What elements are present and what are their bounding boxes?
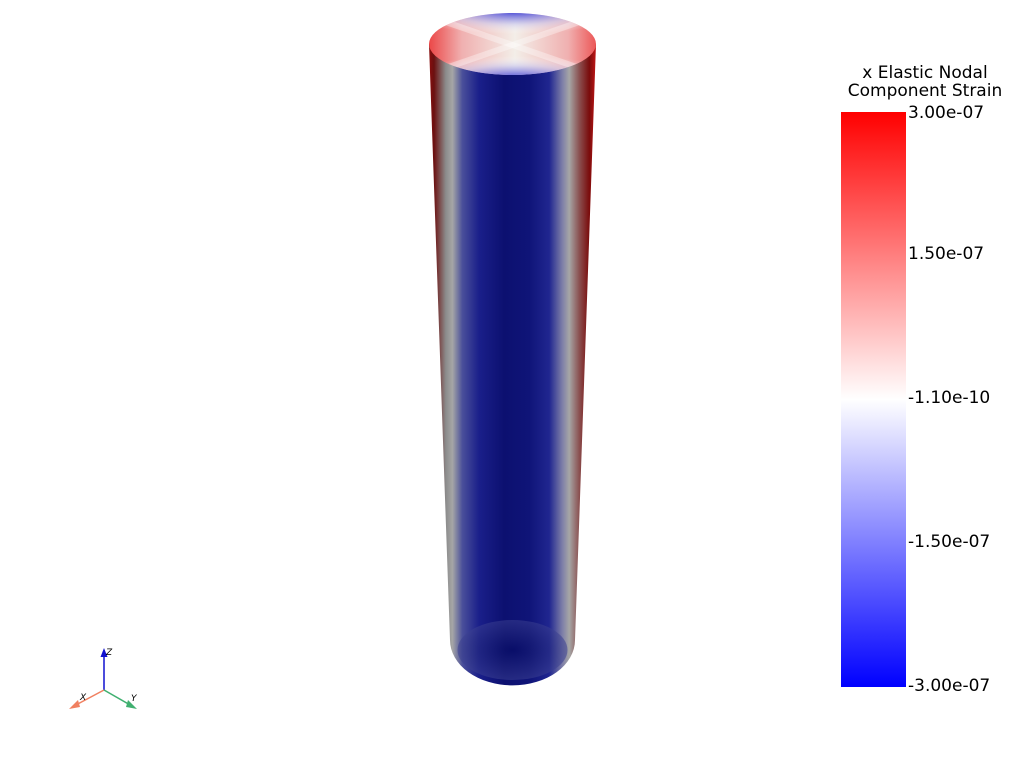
cylinder-side (429, 44, 596, 686)
orientation-axes[interactable]: Z X Y (69, 648, 138, 709)
scalar-bar-title: x Elastic Nodal Component Strain (830, 64, 1020, 100)
cylinder-bottom-shade (457, 620, 568, 680)
scalar-bar-title-line1: x Elastic Nodal (862, 63, 988, 83)
scalar-bar-tick-upper: 1.50e-07 (908, 244, 985, 264)
x-axis-arrow-icon (69, 700, 80, 709)
scalar-bar-tick-max: 3.00e-07 (908, 103, 985, 123)
y-axis-arrow-icon (126, 700, 137, 709)
scalar-bar-tick-min: -3.00e-07 (908, 676, 991, 696)
z-axis-arrow-icon (100, 648, 108, 657)
scalar-bar-tick-lower: -1.50e-07 (908, 532, 991, 552)
scalar-bar-gradient (841, 112, 906, 687)
z-axis-label: Z (105, 648, 113, 658)
scalar-bar-title-line2: Component Strain (847, 81, 1003, 101)
x-axis-label: X (79, 693, 87, 703)
y-axis-label: Y (131, 694, 138, 704)
x-axis-line (73, 689, 105, 707)
scalar-bar-tick-mid: -1.10e-10 (908, 388, 991, 408)
